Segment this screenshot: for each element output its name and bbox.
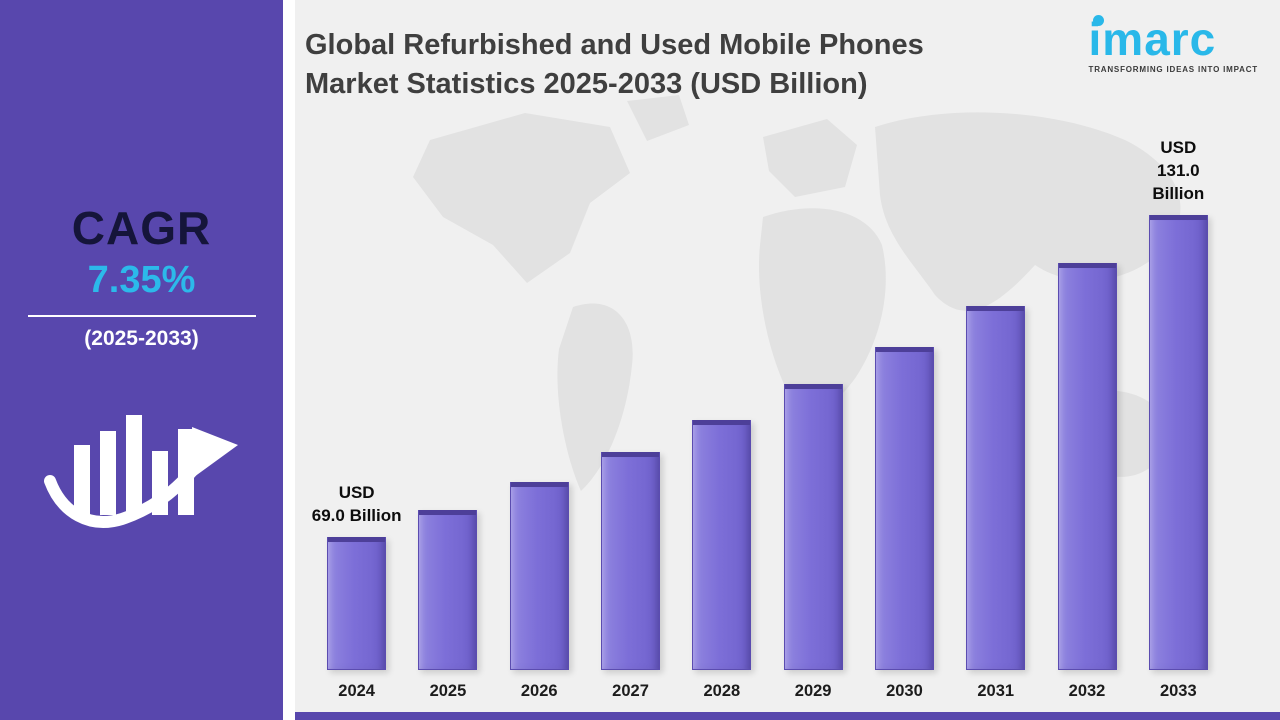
imarc-logo: imarc TRANSFORMING IDEAS INTO IMPACT bbox=[1088, 13, 1258, 74]
page-title: Global Refurbished and Used Mobile Phone… bbox=[305, 29, 924, 101]
bar-top-cap bbox=[1058, 263, 1116, 268]
bar-column: 2027 bbox=[585, 452, 676, 702]
bar bbox=[966, 306, 1026, 670]
cagr-block: CAGR 7.35% (2025-2033) bbox=[27, 202, 256, 548]
bar-top-cap bbox=[328, 537, 386, 542]
bar-column: USD 69.0 Billion 2024 bbox=[311, 482, 402, 702]
bar-column: USD 131.0 Billion 2033 bbox=[1133, 137, 1224, 702]
bar-top-cap bbox=[784, 384, 842, 389]
bar-column: 2028 bbox=[676, 420, 767, 702]
bar bbox=[1057, 263, 1117, 670]
bar-year-label: 2031 bbox=[977, 682, 1015, 700]
bar-top-cap bbox=[419, 510, 477, 515]
bar bbox=[783, 384, 843, 670]
bar-chart: USD 69.0 Billion 2024 2025 2026 2027 2028 2029 2… bbox=[311, 138, 1224, 702]
bar bbox=[601, 452, 661, 670]
bar-value-annotation: USD 69.0 Billion bbox=[311, 483, 402, 526]
bar-column: 2025 bbox=[402, 510, 493, 702]
bar-column: 2032 bbox=[1041, 263, 1132, 702]
bar-column: 2029 bbox=[767, 384, 858, 702]
logo-tagline: TRANSFORMING IDEAS INTO IMPACT bbox=[1088, 65, 1258, 74]
bar-column: 2030 bbox=[859, 347, 950, 702]
bar-top-cap bbox=[693, 420, 751, 425]
bar-year-label: 2025 bbox=[429, 682, 467, 700]
bar bbox=[874, 347, 934, 670]
bar-year-label: 2029 bbox=[794, 682, 832, 700]
sidebar: CAGR 7.35% (2025-2033) bbox=[0, 0, 283, 720]
bar bbox=[509, 482, 569, 670]
bar-column: 2031 bbox=[950, 306, 1041, 702]
bar bbox=[418, 510, 478, 670]
bar-year-label: 2030 bbox=[886, 682, 923, 700]
logo-dot-icon bbox=[1092, 15, 1104, 26]
bar-year-label: 2024 bbox=[338, 682, 375, 700]
cagr-label: CAGR bbox=[71, 202, 212, 254]
bar-top-cap bbox=[510, 482, 568, 487]
bar-year-label: 2026 bbox=[520, 682, 558, 700]
bar bbox=[692, 420, 752, 670]
cagr-period: (2025-2033) bbox=[84, 327, 199, 350]
bar bbox=[1148, 215, 1208, 670]
bar-top-cap bbox=[1149, 215, 1207, 220]
bar-year-label: 2033 bbox=[1159, 682, 1197, 700]
bar-year-label: 2027 bbox=[612, 682, 649, 700]
bar-year-label: 2028 bbox=[703, 682, 741, 700]
cagr-value: 7.35% bbox=[87, 259, 196, 301]
bar bbox=[327, 537, 387, 670]
growth-chart-arrow-icon bbox=[42, 393, 242, 548]
bar-year-label: 2032 bbox=[1068, 682, 1106, 700]
cagr-underline bbox=[27, 315, 256, 317]
logo-wordmark: imarc bbox=[1088, 13, 1217, 65]
bottom-accent-bar bbox=[295, 712, 1280, 720]
bar-top-cap bbox=[602, 452, 660, 457]
chart-area: Global Refurbished and Used Mobile Phone… bbox=[295, 0, 1280, 712]
bar-value-annotation: USD 131.0 Billion bbox=[1152, 138, 1205, 204]
bar-top-cap bbox=[875, 347, 933, 352]
bar-column: 2026 bbox=[494, 482, 585, 702]
bar-top-cap bbox=[967, 306, 1025, 311]
